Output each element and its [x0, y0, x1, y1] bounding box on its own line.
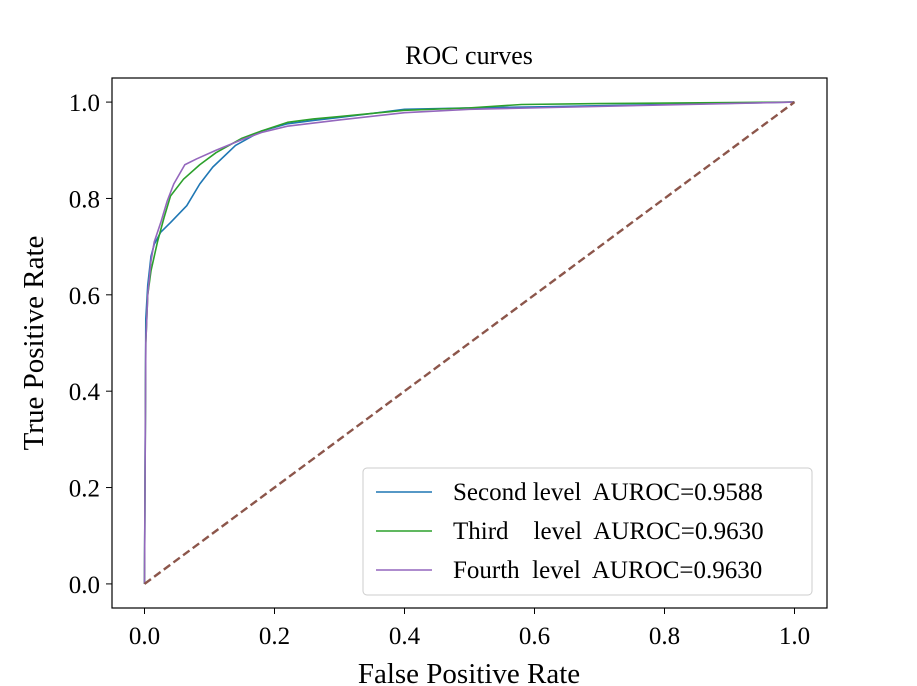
x-tick-label: 0.4	[389, 623, 421, 650]
x-tick-label: 0.8	[649, 623, 680, 650]
y-axis: 0.0 0.2 0.4 0.6 0.8 1.0	[69, 90, 112, 599]
x-tick-label: 1.0	[779, 623, 810, 650]
y-tick-label: 0.2	[69, 476, 100, 503]
legend-label: Second level AUROC=0.9588	[453, 479, 763, 506]
legend-label: Fourth level AUROC=0.9630	[453, 557, 762, 584]
chance-diagonal-line	[143, 101, 796, 585]
x-tick-label: 0.6	[519, 623, 550, 650]
x-tick-label: 0.2	[259, 623, 290, 650]
y-tick-label: 0.0	[69, 572, 100, 599]
y-tick-label: 1.0	[69, 90, 100, 117]
legend: Second level AUROC=0.9588 Third level AUR…	[362, 467, 813, 596]
x-axis-label: False Positive Rate	[358, 658, 580, 686]
y-axis-label: True Positive Rate	[18, 236, 50, 451]
series-layer	[143, 101, 796, 585]
series-line-2	[143, 101, 795, 584]
x-tick-label: 0.0	[129, 623, 160, 650]
x-axis: 0.0 0.2 0.4 0.6 0.8 1.0	[129, 608, 810, 650]
legend-box	[362, 467, 813, 596]
chart-title: ROC curves	[405, 41, 533, 70]
y-tick-label: 0.8	[69, 186, 100, 213]
y-tick-label: 0.4	[69, 379, 101, 406]
legend-label: Third level AUROC=0.9630	[453, 518, 764, 545]
plot-frame	[111, 77, 828, 609]
y-tick-label: 0.6	[69, 283, 100, 310]
series-line-3	[143, 101, 795, 584]
